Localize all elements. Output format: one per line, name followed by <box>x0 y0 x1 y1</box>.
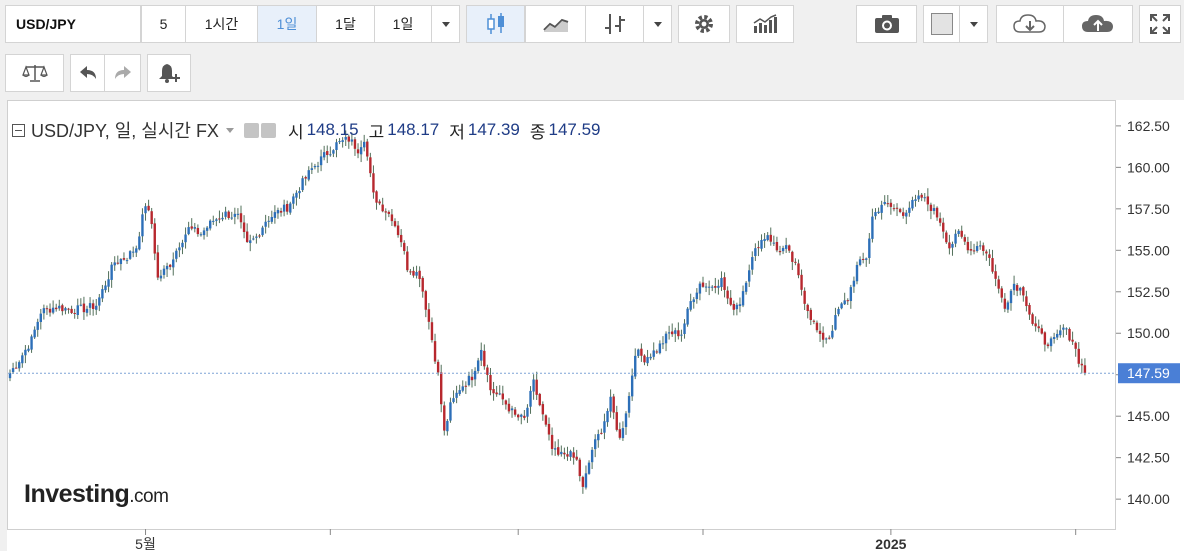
candlestick-icon <box>486 13 504 34</box>
open-label: 시 <box>287 122 304 142</box>
redo-arrow-icon <box>114 66 131 79</box>
bar-chart-button[interactable] <box>585 5 643 43</box>
close-label: 종 <box>529 122 546 142</box>
chevron-down-icon <box>653 21 662 27</box>
secondary-toolbar <box>0 54 1184 96</box>
close-value: 147.59 <box>548 120 601 139</box>
ohlc-bar-icon <box>604 14 625 34</box>
eye-icon[interactable] <box>243 122 259 138</box>
collapse-legend-icon[interactable] <box>12 123 25 137</box>
scale-balance-icon <box>21 65 48 82</box>
open-value: 148.15 <box>306 120 359 139</box>
symbol-search-box[interactable]: USD/JPY <box>5 5 141 43</box>
color-picker-dropdown-button[interactable] <box>959 5 988 43</box>
color-picker-button[interactable] <box>923 5 959 43</box>
low-label: 저 <box>449 122 465 142</box>
bell-plus-icon <box>159 64 180 83</box>
redo-button[interactable] <box>104 54 141 92</box>
candlestick-type-button[interactable] <box>466 5 525 43</box>
interval-1day-alt-button[interactable]: 1일 <box>374 5 431 43</box>
chart-plot-area[interactable] <box>7 100 1116 530</box>
screenshot-button[interactable] <box>856 5 917 43</box>
logo-main-text: Investing <box>24 480 130 508</box>
chevron-down-icon <box>441 21 450 27</box>
interval-5-button[interactable]: 5 <box>141 5 185 43</box>
add-alert-button[interactable] <box>147 54 191 92</box>
line-chart-icon <box>542 18 568 32</box>
interval-1day-button[interactable]: 1일 <box>257 5 316 43</box>
high-label: 고 <box>368 122 385 142</box>
low-value: 147.39 <box>467 120 520 139</box>
undo-arrow-icon <box>79 66 96 79</box>
chart-legend: USD/JPY, 일, 실시간 FX 시 148.15 고 148.17 저 1… <box>12 118 601 142</box>
line-chart-button[interactable] <box>525 5 585 43</box>
undo-button[interactable] <box>70 54 104 92</box>
gear-icon[interactable] <box>260 122 276 138</box>
chevron-down-icon[interactable] <box>225 127 234 133</box>
time-axis[interactable] <box>7 530 1184 551</box>
color-swatch-icon <box>930 13 953 35</box>
save-chart-button[interactable] <box>1063 5 1133 43</box>
camera-icon <box>874 15 899 33</box>
settings-button[interactable] <box>678 5 730 43</box>
legend-title: USD/JPY, 일, 실시간 FX <box>31 121 219 141</box>
interval-1hour-button[interactable]: 1시간 <box>185 5 257 43</box>
interval-dropdown-button[interactable] <box>431 5 460 43</box>
fullscreen-icon <box>1150 14 1170 34</box>
chart-type-dropdown-button[interactable] <box>643 5 672 43</box>
fullscreen-button[interactable] <box>1139 5 1181 43</box>
cloud-upload-icon <box>1082 15 1113 32</box>
logo-suffix-text: .com <box>129 486 169 507</box>
high-value: 148.17 <box>387 120 440 139</box>
gear-icon <box>695 15 713 33</box>
load-chart-button[interactable] <box>996 5 1063 43</box>
cloud-download-icon <box>1013 14 1046 33</box>
interval-1month-button[interactable]: 1달 <box>316 5 374 43</box>
investing-logo: Investing.com <box>24 480 169 509</box>
compare-button[interactable] <box>5 54 64 92</box>
indicators-button[interactable] <box>736 5 794 43</box>
main-toolbar: USD/JPY 5 1시간 1일 1달 1일 <box>0 5 1184 47</box>
chevron-down-icon <box>969 21 978 27</box>
indicators-icon <box>753 14 777 33</box>
price-axis[interactable] <box>1116 100 1184 530</box>
